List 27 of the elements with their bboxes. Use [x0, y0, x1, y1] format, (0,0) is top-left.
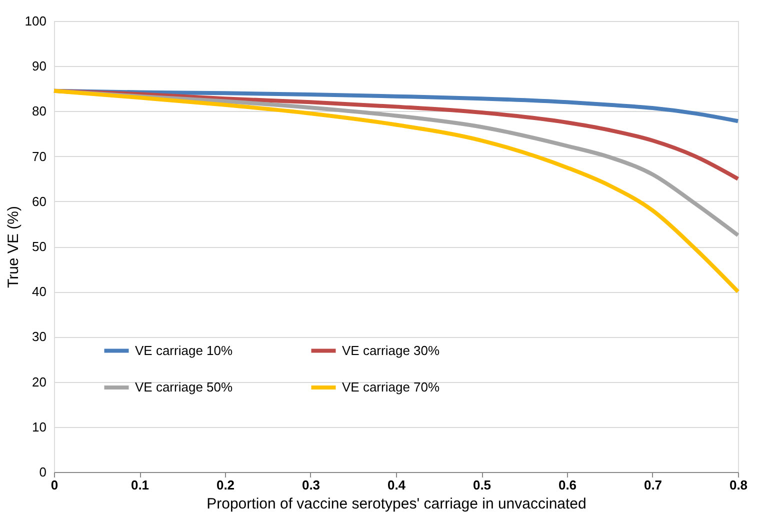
y-tick-label: 80	[32, 104, 46, 119]
x-tick-label: 0.3	[302, 478, 320, 492]
x-tick-label: 0	[50, 478, 58, 492]
x-axis-title: Proportion of vaccine serotypes' carriage in unvaccinated	[206, 496, 586, 512]
legend-label: VE carriage 50%	[135, 380, 233, 394]
x-tick-label: 0.5	[472, 478, 492, 492]
x-tick-label: 0.1	[130, 478, 150, 492]
x-tick-label: 0.7	[644, 478, 662, 492]
x-tick-label: 0.8	[729, 478, 748, 492]
y-tick-label: 90	[32, 58, 46, 74]
x-tick-label: 0.4	[387, 478, 406, 492]
line-series	[52, 88, 740, 294]
x-tick-label: 0.6	[558, 478, 577, 492]
legend-label: VE carriage 30%	[342, 342, 440, 358]
y-tick-label: 30	[32, 329, 46, 344]
y-tick-label: 70	[32, 148, 46, 164]
legend-label: VE carriage 70%	[342, 380, 440, 394]
y-tick-label: 50	[32, 239, 46, 254]
y-tick-label: 10	[32, 419, 46, 434]
y-tick-label: 20	[32, 374, 46, 390]
legend-label: VE carriage 10%	[135, 342, 233, 358]
y-tick-label: 0	[39, 464, 46, 480]
y-tick-label: 40	[32, 284, 46, 300]
y-axis-title: True VE (%)	[4, 206, 22, 288]
y-tick-label: 100	[24, 14, 46, 28]
y-tick-label: 60	[32, 194, 46, 209]
x-tick-label: 0.2	[216, 478, 235, 492]
